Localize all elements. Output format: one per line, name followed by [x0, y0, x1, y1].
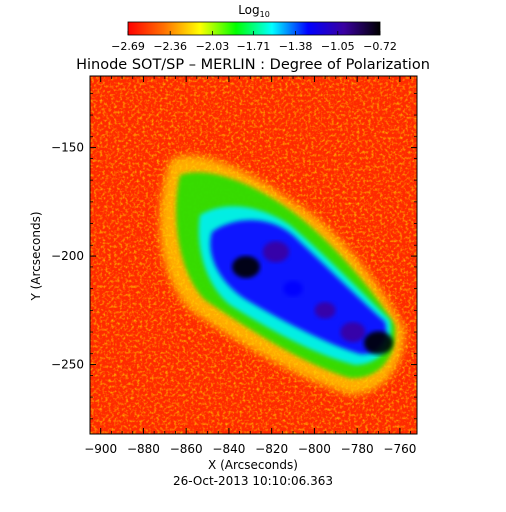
colorbar-label: Log10	[238, 3, 270, 19]
umbra-feature	[262, 241, 290, 263]
x-axis-label: X (Arcseconds)	[208, 458, 298, 472]
colorbar-tick-label: −2.36	[153, 40, 187, 53]
x-tick-label: −800	[298, 442, 331, 456]
colorbar-tick-label: −0.72	[363, 40, 397, 53]
x-tick-label: −820	[255, 442, 288, 456]
y-tick-label: −200	[51, 249, 84, 263]
umbra-feature	[283, 280, 303, 297]
colorbar-tick-label: −1.71	[237, 40, 271, 53]
colorbar-ticks: −2.69 −2.36 −2.03 −1.71 −1.38 −1.05 −0.72	[111, 31, 397, 53]
timestamp: 26-Oct-2013 10:10:06.363	[173, 474, 333, 488]
y-axis-label: Y (Arcseconds)	[29, 211, 43, 301]
x-axis: −900 −880 −860 −840 −820 −800 −780 −760	[84, 76, 416, 456]
y-tick-label: −150	[51, 141, 84, 155]
y-tick-label: −250	[51, 358, 84, 372]
x-tick-label: −900	[84, 442, 117, 456]
colorbar-bar	[127, 21, 381, 36]
colorbar-tick-label: −2.03	[196, 40, 230, 53]
colorbar: Log10 −2.69 −2.36 −2.03 −1.71 −1.38 −1.05 −0.7…	[111, 3, 397, 53]
colorbar-tick-label: −2.69	[111, 40, 145, 53]
x-tick-label: −880	[127, 442, 160, 456]
active-region	[159, 155, 405, 395]
chart-title: Hinode SOT/SP – MERLIN : Degree of Polar…	[76, 57, 430, 73]
x-tick-label: −840	[212, 442, 245, 456]
x-tick-label: −780	[341, 442, 374, 456]
umbra-feature	[232, 255, 260, 279]
plot-frame	[89, 75, 418, 435]
umbra-feature	[340, 322, 366, 343]
y-axis: −150 −200 −250	[51, 92, 417, 420]
colorbar-tick-label: −1.05	[321, 40, 355, 53]
umbra-feature	[314, 302, 336, 319]
umbrae	[232, 241, 394, 355]
x-tick-label: −860	[170, 442, 203, 456]
colorbar-tick-label: −1.38	[279, 40, 313, 53]
polarization-map	[90, 76, 417, 434]
x-tick-label: −760	[383, 442, 416, 456]
umbra-feature	[363, 331, 394, 355]
